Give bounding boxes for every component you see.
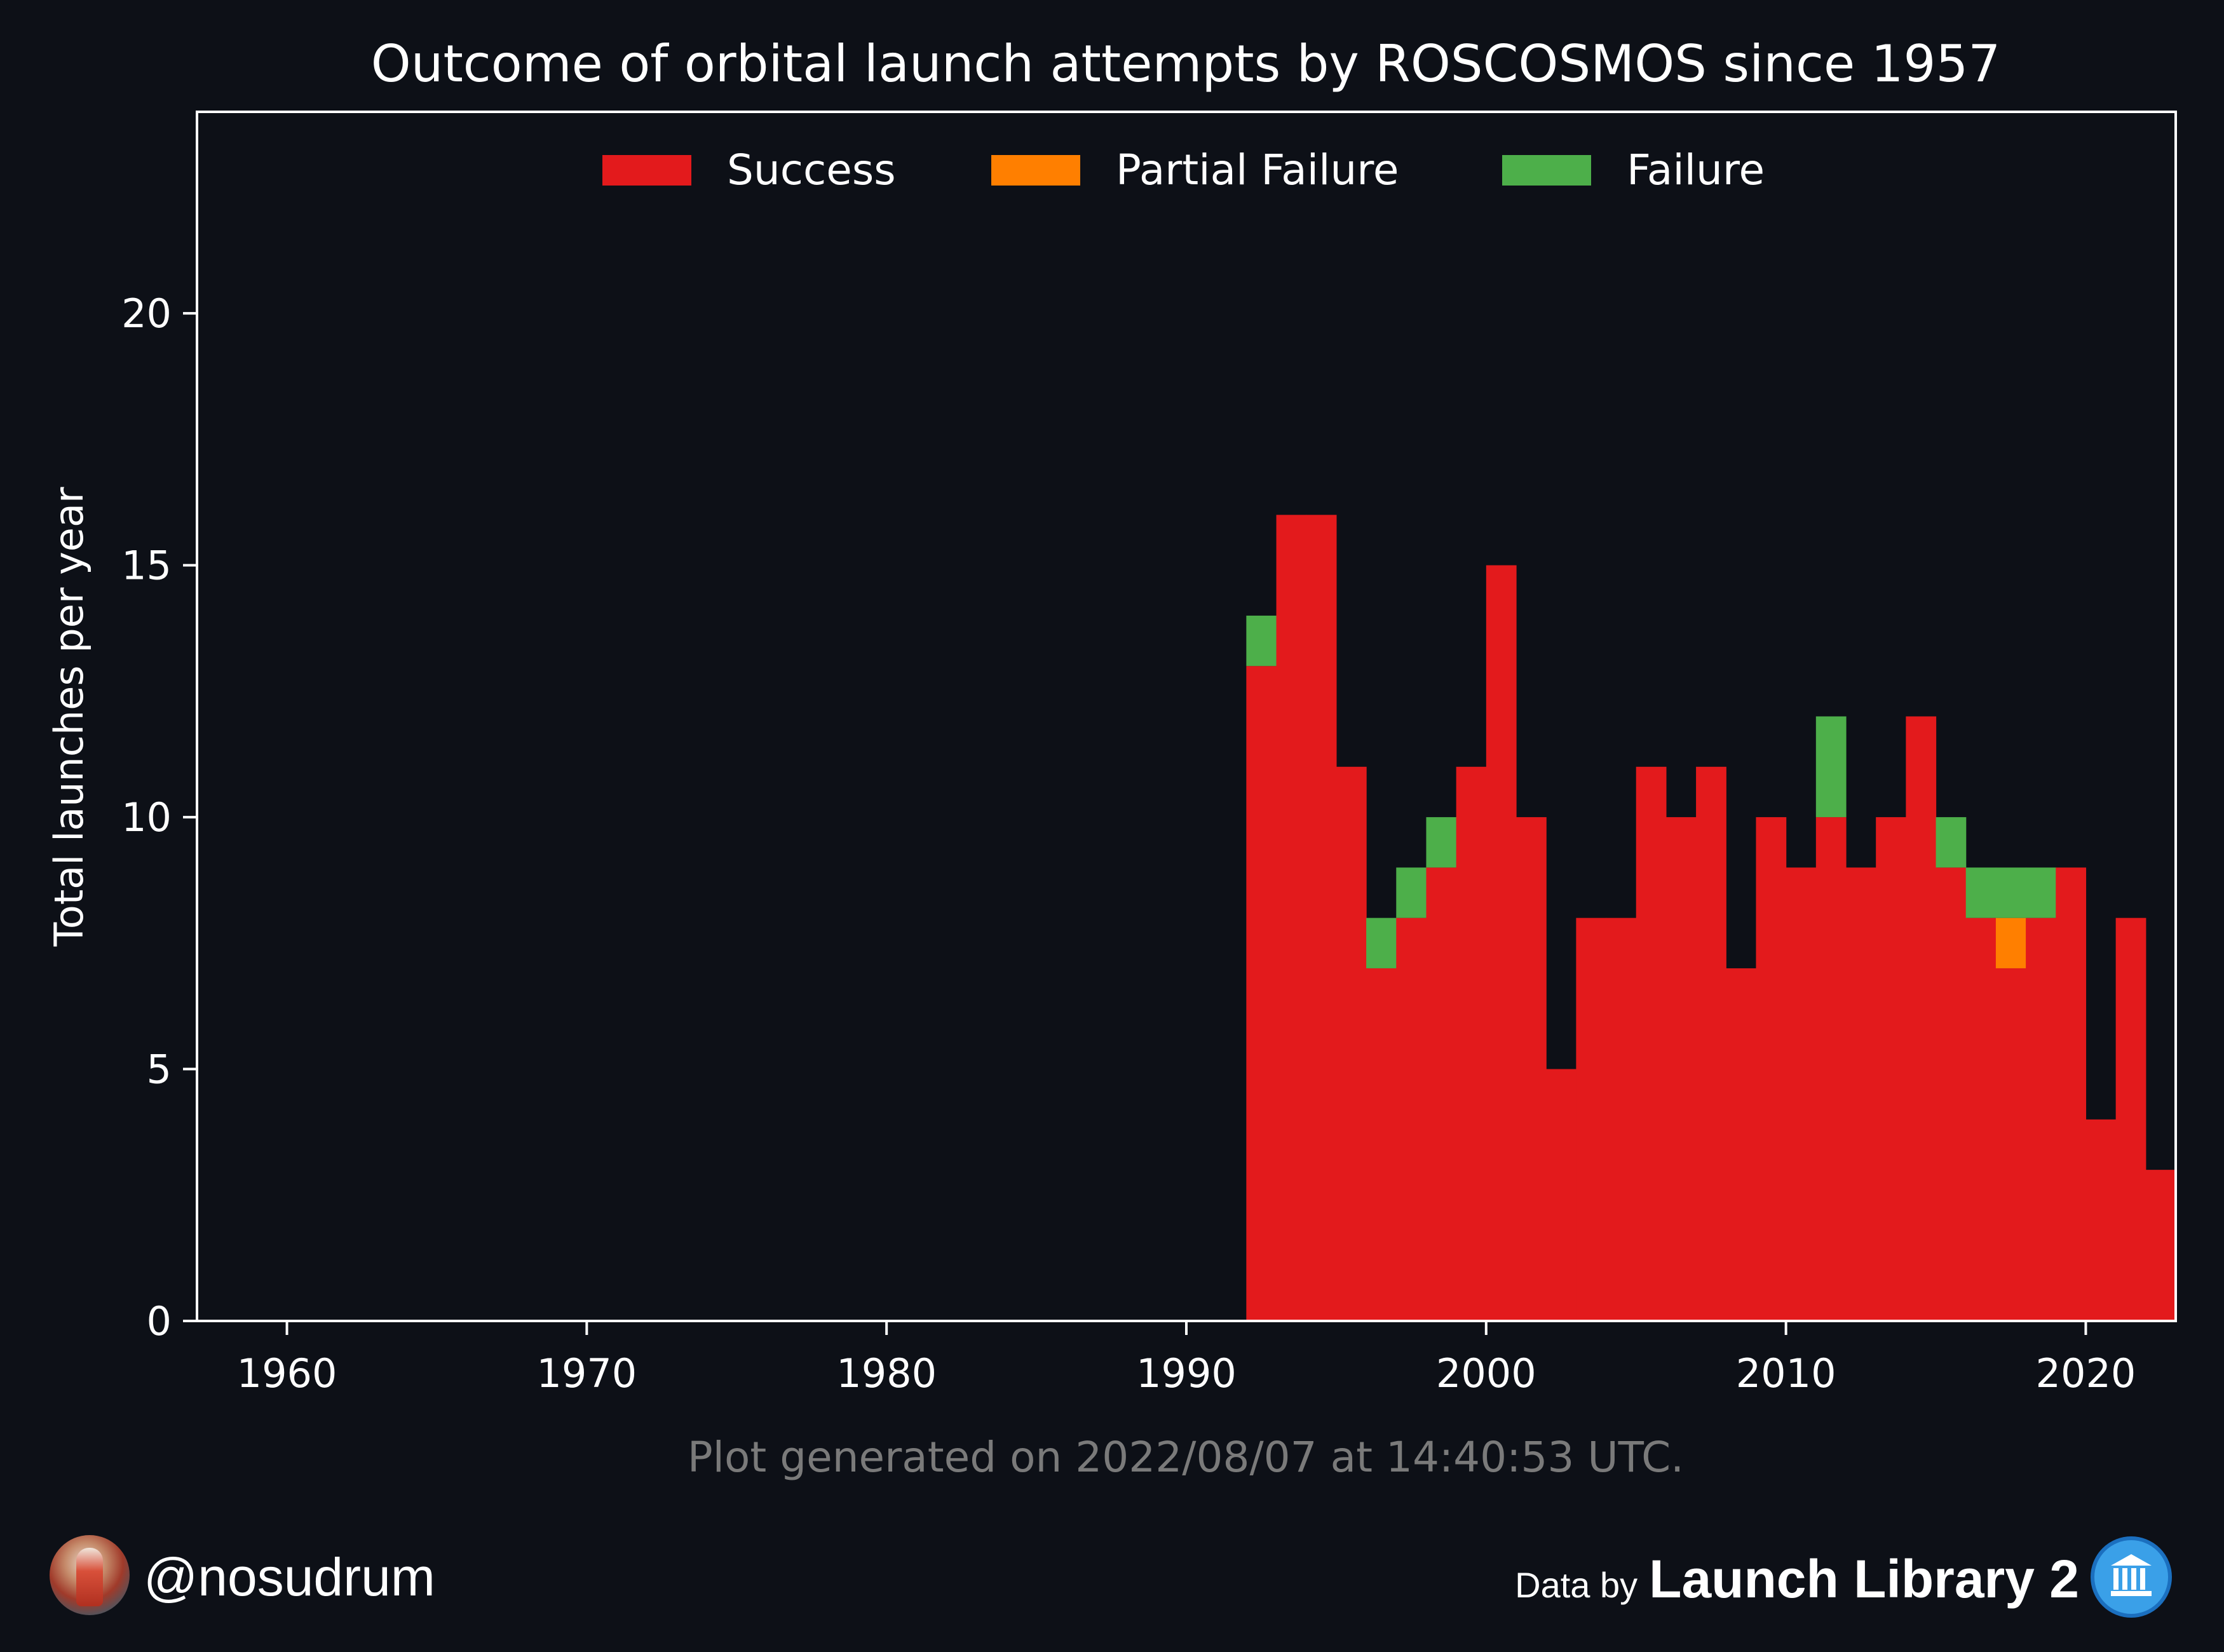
bar-success-2007	[1696, 766, 1726, 1321]
legend-swatch-success	[602, 155, 691, 186]
bar-success-1994	[1306, 515, 1337, 1322]
y-tick-label: 5	[147, 1046, 172, 1093]
y-tick-label: 10	[121, 794, 172, 841]
bar-success-1996	[1366, 968, 1397, 1321]
x-tick-label: 2010	[1736, 1350, 1836, 1397]
legend-label: Failure	[1627, 146, 1765, 194]
bar-success-2009	[1756, 817, 1787, 1321]
x-tick-label: 1990	[1136, 1350, 1237, 1397]
x-tick-label: 1970	[536, 1350, 637, 1397]
bar-success-2006	[1665, 817, 1697, 1321]
bar-success-2016	[1965, 917, 1997, 1321]
data-credit: Data by Launch Library 2	[1515, 1544, 2079, 1630]
avatar	[50, 1535, 130, 1615]
bar-success-2008	[1726, 968, 1757, 1321]
bar-failure-1992	[1246, 615, 1277, 667]
bar-success-2012	[1846, 867, 1876, 1321]
bar-failure-1996	[1366, 917, 1397, 968]
bar-success-2003	[1576, 917, 1607, 1321]
bar-failure-2017	[1995, 867, 2026, 918]
credit-brand: Launch Library 2	[1649, 1549, 2079, 1609]
bar-success-2002	[1546, 1069, 1576, 1321]
bar-success-2000	[1486, 565, 1517, 1321]
bar-success-2017	[1995, 968, 2026, 1321]
launch-library-logo-icon	[2091, 1536, 2172, 1618]
bar-failure-1997	[1396, 867, 1427, 918]
bar-success-2021	[2115, 917, 2146, 1321]
legend-swatch-partial-failure	[991, 155, 1080, 186]
y-axis-label: Total launches per year	[46, 487, 92, 947]
bar-success-2010	[1786, 867, 1817, 1321]
bar-success-2019	[2056, 867, 2087, 1321]
bar-success-2020	[2085, 1119, 2117, 1321]
x-tick-label: 2000	[1436, 1350, 1536, 1397]
bar-failure-2018	[2026, 867, 2056, 918]
bar-success-1995	[1336, 766, 1367, 1321]
x-tick-label: 1980	[836, 1350, 937, 1397]
bar-failure-2016	[1965, 867, 1997, 918]
bar-failure-2015	[1936, 817, 1967, 868]
legend-label: Success	[727, 146, 896, 194]
bar-success-2011	[1815, 817, 1847, 1321]
bar-success-1999	[1456, 766, 1487, 1321]
bar-success-2022	[2145, 1170, 2176, 1321]
bar-success-2004	[1606, 917, 1637, 1321]
bar-success-2005	[1636, 766, 1667, 1321]
bar-success-2001	[1516, 817, 1547, 1321]
footnote: Plot generated on 2022/08/07 at 14:40:53…	[688, 1433, 1684, 1482]
y-tick-label: 0	[147, 1298, 172, 1344]
x-tick-label: 2020	[2036, 1350, 2136, 1397]
bar-success-2018	[2026, 917, 2056, 1321]
astronaut-figure	[76, 1548, 103, 1606]
bar-success-2013	[1876, 817, 1906, 1321]
legend-swatch-failure	[1502, 155, 1591, 186]
x-axis: 1960 1970 1980 1990 2000 2010 2020	[237, 1321, 2136, 1397]
author-handle: @nosudrum	[144, 1547, 435, 1607]
bar-success-1998	[1426, 867, 1457, 1321]
bar-success-2014	[1906, 716, 1937, 1321]
y-tick-label: 15	[121, 543, 172, 589]
bar-partial-failure-2017	[1995, 917, 2026, 968]
bar-failure-1998	[1426, 817, 1457, 868]
y-tick-label: 20	[121, 290, 172, 337]
bar-success-2015	[1936, 867, 1967, 1321]
chart-title: Outcome of orbital launch attempts by RO…	[371, 34, 2000, 93]
y-axis: 0 5 10 15 20	[121, 290, 197, 1344]
bar-success-1993	[1276, 515, 1307, 1322]
bar-failure-2011	[1815, 716, 1847, 818]
legend: Success Partial Failure Failure	[602, 146, 1765, 194]
legend-label: Partial Failure	[1116, 146, 1399, 194]
chart-bars	[1246, 515, 2176, 1322]
bar-success-1997	[1396, 917, 1427, 1321]
bar-success-1992	[1246, 666, 1277, 1321]
x-tick-label: 1960	[237, 1350, 337, 1397]
credit-prefix: Data by	[1515, 1565, 1638, 1605]
